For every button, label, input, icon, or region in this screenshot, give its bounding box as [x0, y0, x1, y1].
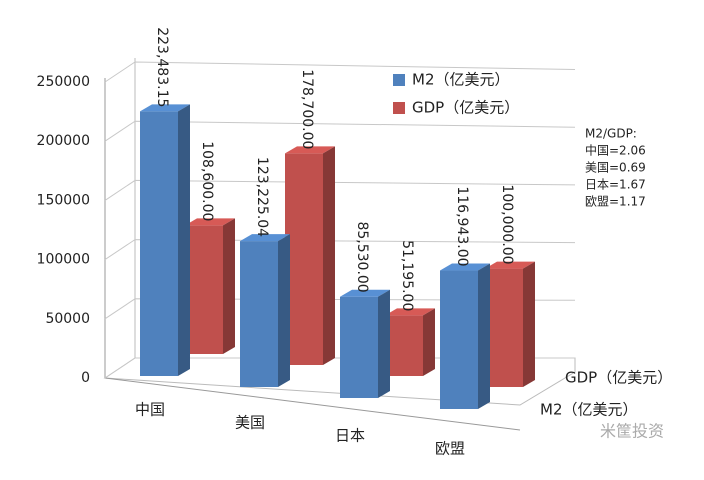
- bar-front: [285, 153, 323, 365]
- bar: [285, 146, 335, 365]
- bar-top: [140, 104, 190, 112]
- grid-line: [104, 179, 576, 201]
- bar-side: [423, 308, 435, 376]
- value-label: 223,483.15: [154, 27, 170, 107]
- x-tick-label: 中国: [135, 401, 165, 419]
- depth-label: GDP（亿美元）: [565, 369, 672, 387]
- x-axis: [104, 377, 521, 431]
- bar-side: [378, 289, 390, 398]
- bar: [385, 308, 435, 376]
- y-tick-label: 150000: [37, 192, 90, 208]
- value-label: 85,530.00: [354, 221, 370, 292]
- legend-label: GDP（亿美元）: [412, 99, 519, 117]
- bar: [185, 218, 235, 354]
- x-tick-label: 欧盟: [435, 440, 465, 458]
- bar-top: [440, 263, 490, 271]
- bar: [340, 289, 390, 398]
- grid-line: [104, 239, 576, 261]
- bar: [485, 261, 535, 387]
- value-label: 100,000.00: [499, 184, 515, 264]
- bar: [440, 263, 490, 409]
- bar-top: [285, 146, 335, 154]
- bar-top: [485, 261, 535, 269]
- value-label: 178,700.00: [299, 69, 315, 149]
- value-label: 116,943.00: [454, 186, 470, 266]
- grid-line: [104, 120, 576, 142]
- grid-line: [104, 61, 576, 83]
- bar-side: [323, 146, 335, 365]
- legend-swatch: [393, 74, 405, 86]
- annotation: 中国=2.06: [585, 143, 646, 158]
- depth-label: M2（亿美元）: [540, 401, 638, 419]
- x-tick-label: 日本: [335, 427, 365, 445]
- bar-front: [340, 296, 378, 398]
- bar-front: [485, 268, 523, 387]
- bar-side: [223, 218, 235, 354]
- bar-front: [240, 241, 278, 387]
- watermark: 米筐投资: [600, 422, 664, 441]
- bar-top: [340, 289, 390, 297]
- x-tick-label: 美国: [235, 414, 265, 432]
- bar-front: [140, 111, 178, 377]
- bar-front: [185, 225, 223, 354]
- bar-side: [478, 263, 490, 409]
- bar: [240, 234, 290, 387]
- y-tick-label: 250000: [37, 74, 90, 90]
- y-tick-label: 100000: [37, 252, 90, 268]
- legend-label: M2（亿美元）: [412, 71, 510, 89]
- annotation: 日本=1.67: [585, 178, 646, 192]
- bar-side: [523, 261, 535, 387]
- grid-line: [104, 298, 576, 320]
- bar-side: [178, 104, 190, 377]
- bar-top: [385, 308, 435, 316]
- bar-top: [240, 234, 290, 242]
- y-tick-label: 0: [81, 370, 90, 386]
- bar-front: [385, 315, 423, 376]
- annotation: 美国=0.69: [585, 161, 646, 175]
- value-label: 51,195.00: [399, 240, 415, 311]
- bar-top: [185, 218, 235, 226]
- bar: [140, 104, 190, 377]
- bar-side: [278, 234, 290, 387]
- y-tick-label: 200000: [37, 133, 90, 149]
- value-label: 123,225.04: [254, 157, 270, 237]
- value-label: 108,600.00: [199, 141, 215, 221]
- annotation: M2/GDP:: [585, 127, 637, 141]
- legend-swatch: [393, 102, 405, 114]
- y-tick-label: 50000: [45, 311, 90, 327]
- bar-front: [440, 270, 478, 409]
- annotation: 欧盟=1.17: [585, 195, 646, 209]
